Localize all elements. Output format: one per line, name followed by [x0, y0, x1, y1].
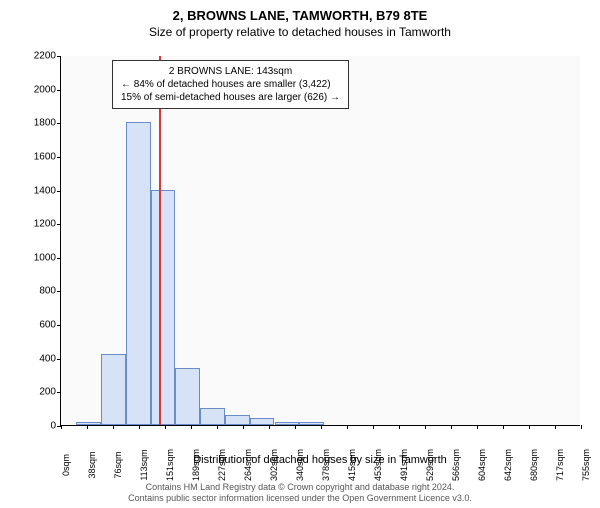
y-tick-label: 1600: [21, 151, 56, 162]
y-tick-label: 400: [21, 353, 56, 364]
y-tick-label: 1200: [21, 219, 56, 230]
footer-text: Contains HM Land Registry data © Crown c…: [0, 482, 600, 504]
y-tick-label: 2200: [21, 51, 56, 62]
chart-area: 0200400600800100012001400160018002000220…: [60, 56, 580, 426]
histogram-bar: [101, 354, 126, 425]
sub-title: Size of property relative to detached ho…: [0, 25, 600, 39]
histogram-bar: [151, 190, 176, 425]
histogram-bar: [126, 122, 151, 425]
histogram-bar: [250, 418, 275, 425]
footer-line-1: Contains HM Land Registry data © Crown c…: [0, 482, 600, 493]
histogram-bar: [275, 422, 300, 425]
main-title: 2, BROWNS LANE, TAMWORTH, B79 8TE: [0, 8, 600, 23]
y-tick-label: 1800: [21, 118, 56, 129]
histogram-bar: [175, 368, 200, 425]
y-tick-label: 2000: [21, 84, 56, 95]
y-tick-label: 600: [21, 320, 56, 331]
y-tick-label: 1000: [21, 252, 56, 263]
x-tick-label: 755sqm: [581, 449, 591, 481]
x-axis-label: Distribution of detached houses by size …: [60, 454, 580, 466]
histogram-bar: [299, 422, 324, 425]
histogram-bar: [76, 422, 101, 425]
info-line-1: 2 BROWNS LANE: 143sqm: [121, 65, 340, 78]
info-line-3: 15% of semi-detached houses are larger (…: [121, 91, 340, 104]
reference-line: [159, 56, 161, 425]
footer-line-2: Contains public sector information licen…: [0, 493, 600, 504]
y-tick-label: 1400: [21, 185, 56, 196]
y-tick-label: 200: [21, 387, 56, 398]
y-tick-label: 800: [21, 286, 56, 297]
y-tick-label: 0: [21, 421, 56, 432]
histogram-bar: [225, 415, 250, 425]
info-box: 2 BROWNS LANE: 143sqm ← 84% of detached …: [112, 60, 349, 109]
histogram-plot: 0200400600800100012001400160018002000220…: [60, 56, 580, 426]
info-line-2: ← 84% of detached houses are smaller (3,…: [121, 78, 340, 91]
histogram-bar: [200, 408, 225, 425]
